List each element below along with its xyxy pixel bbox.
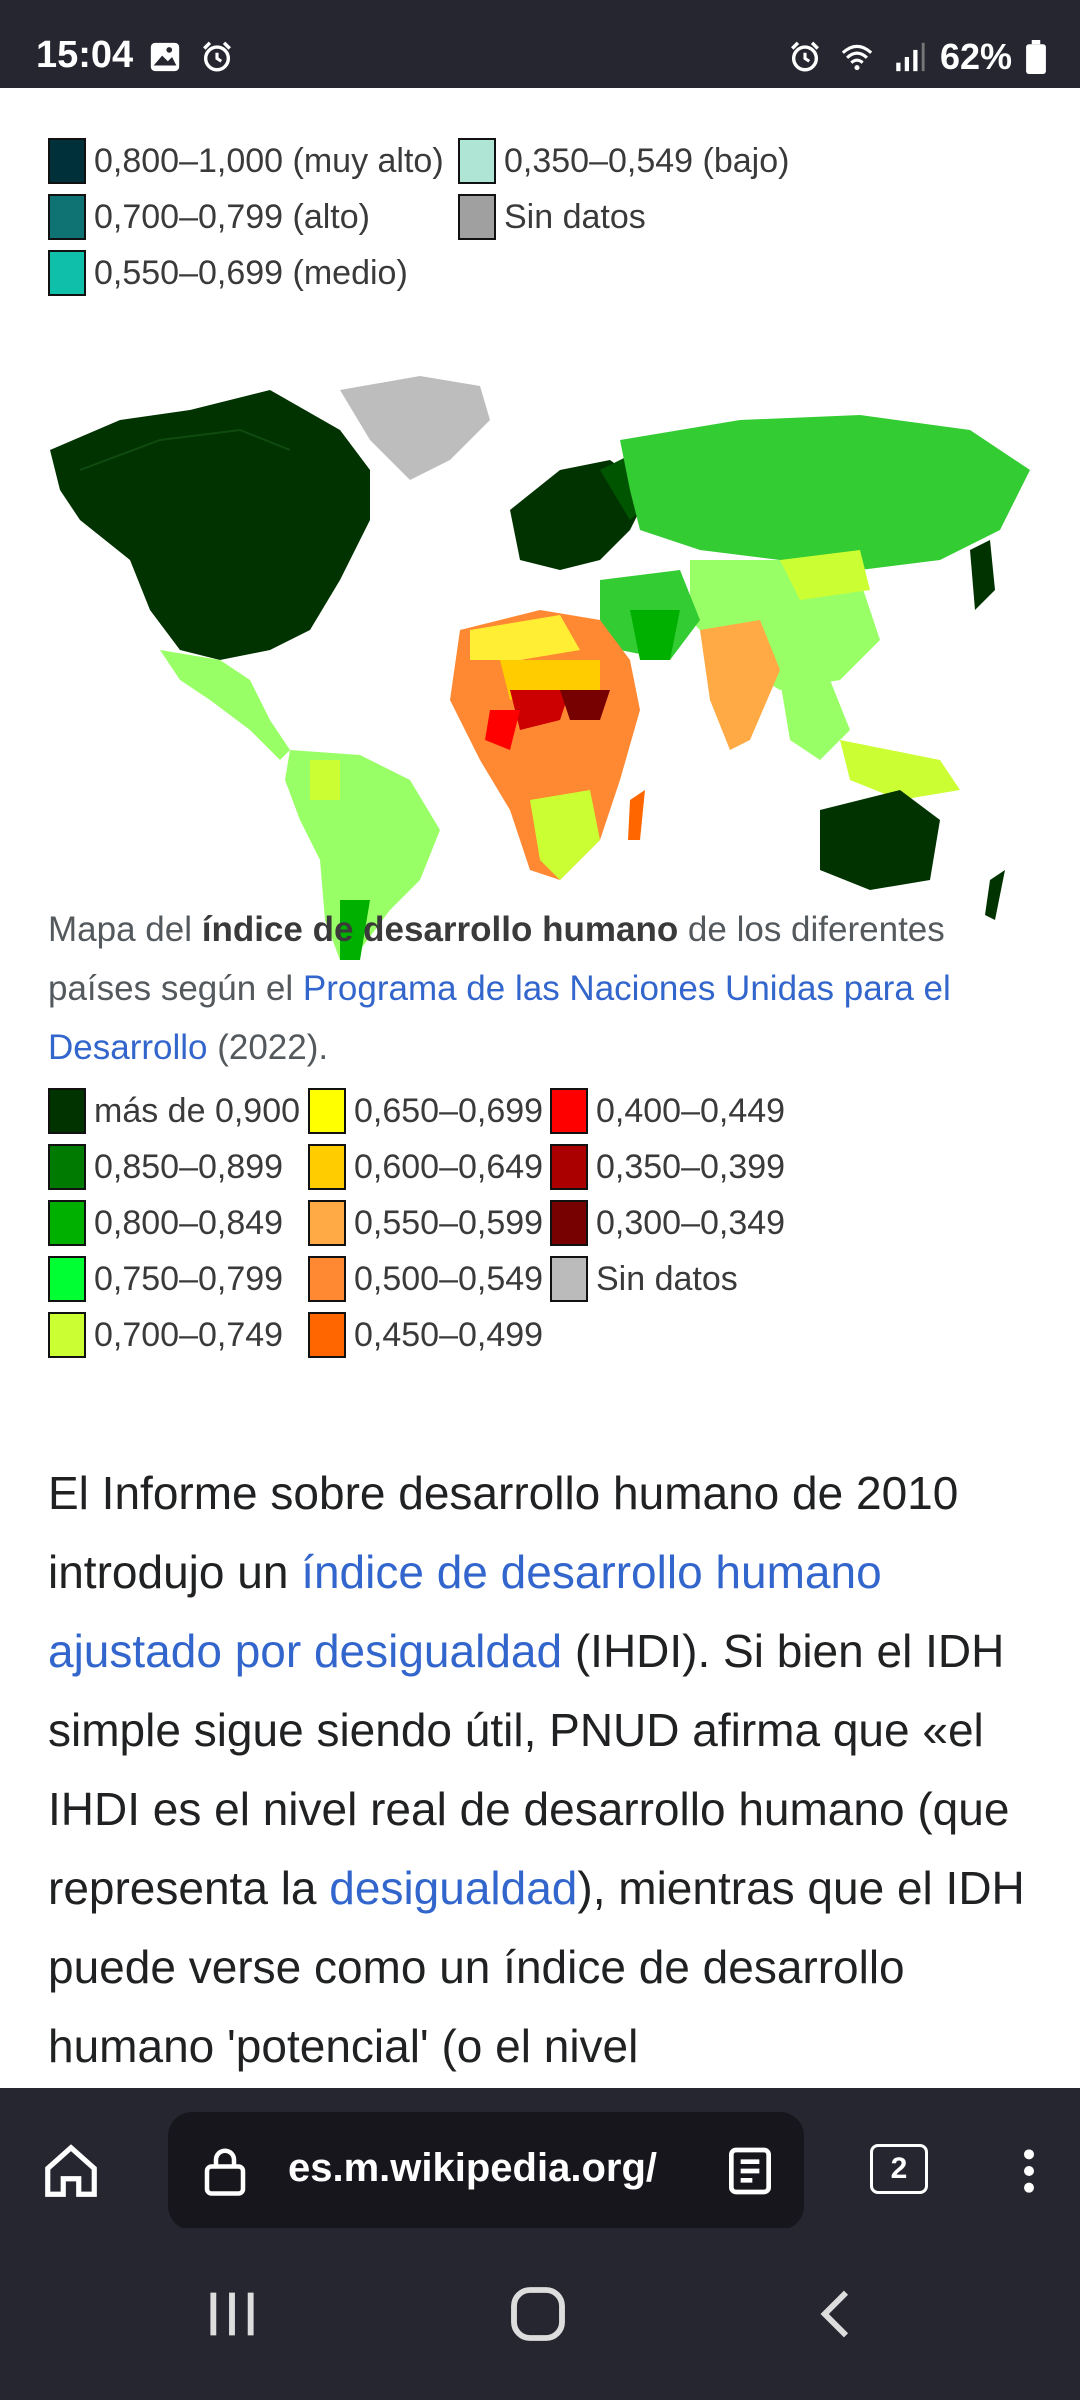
legend-label: 0,450–0,499	[354, 1315, 544, 1354]
desigualdad-link[interactable]: desigualdad	[329, 1862, 578, 1914]
legend-swatch	[458, 138, 496, 184]
legend-label: 0,550–0,599	[354, 1203, 544, 1242]
battery-icon	[1026, 40, 1046, 74]
recent-apps-icon[interactable]	[200, 2282, 264, 2346]
reader-mode-icon[interactable]	[722, 2142, 778, 2200]
gallery-icon	[150, 42, 180, 72]
legend-label: 0,350–0,399	[596, 1147, 786, 1186]
legend-item: 0,700–0,799 (alto)	[48, 194, 370, 240]
legend-item: 0,400–0,449	[550, 1088, 785, 1134]
caption-text: (2022).	[207, 1028, 329, 1067]
legend-label: 0,850–0,899	[94, 1147, 284, 1186]
legend-swatch	[308, 1312, 346, 1358]
legend-label: 0,500–0,549	[354, 1259, 544, 1298]
caption-text: Mapa del	[48, 910, 202, 949]
battery-percentage: 62%	[939, 36, 1012, 77]
legend-label: más de 0,900	[94, 1091, 301, 1130]
legend-swatch	[48, 1088, 86, 1134]
signal-icon	[896, 42, 925, 72]
legend-label: 0,800–0,849	[94, 1203, 284, 1242]
hdi-world-map[interactable]	[40, 360, 1040, 968]
legend-label: 0,650–0,699	[354, 1091, 544, 1130]
undp-link[interactable]: Programa de las Naciones Unidas para el …	[48, 969, 951, 1067]
legend-swatch	[308, 1200, 346, 1246]
legend-swatch	[48, 138, 86, 184]
legend-item: 0,450–0,499	[308, 1312, 543, 1358]
legend-swatch	[308, 1256, 346, 1302]
legend-swatch	[48, 194, 86, 240]
legend-label: 0,800–1,000 (muy alto)	[94, 141, 444, 180]
article-content: 0,800–1,000 (muy alto) 0,700–0,799 (alto…	[0, 88, 1080, 2086]
legend-label: 0,600–0,649	[354, 1147, 544, 1186]
map-caption: Mapa del índice de desarrollo humano de …	[48, 900, 1038, 1077]
legend-item: Sin datos	[458, 194, 646, 240]
legend-item: 0,700–0,749	[48, 1312, 283, 1358]
legend-item: 0,800–1,000 (muy alto)	[48, 138, 444, 184]
legend-swatch	[458, 194, 496, 240]
tabs-button[interactable]: 2	[870, 2144, 928, 2194]
alarm-icon	[203, 41, 231, 72]
legend-label: Sin datos	[504, 197, 646, 236]
article-paragraph: El Informe sobre desarrollo humano de 20…	[48, 1454, 1048, 2086]
legend-label: 0,700–0,799 (alto)	[94, 197, 370, 236]
legend-item: Sin datos	[550, 1256, 738, 1302]
legend-item: 0,500–0,549	[308, 1256, 543, 1302]
status-time: 15:04	[36, 34, 134, 76]
legend-label: 0,550–0,699 (medio)	[94, 253, 408, 292]
legend-label: 0,750–0,799	[94, 1259, 284, 1298]
legend-item: 0,550–0,699 (medio)	[48, 250, 408, 296]
legend-item: 0,300–0,349	[550, 1200, 785, 1246]
url-text: es.m.wikipedia.org/	[288, 2146, 658, 2190]
legend-item: 0,850–0,899	[48, 1144, 283, 1190]
back-icon[interactable]	[806, 2282, 870, 2346]
legend-label: 0,300–0,349	[596, 1203, 786, 1242]
legend-item: 0,600–0,649	[308, 1144, 543, 1190]
legend-item: más de 0,900	[48, 1088, 300, 1134]
legend-swatch	[550, 1200, 588, 1246]
legend-top: 0,800–1,000 (muy alto) 0,700–0,799 (alto…	[0, 88, 1080, 308]
system-navigation-bar	[0, 2228, 1080, 2400]
legend-swatch	[550, 1144, 588, 1190]
home-button-icon[interactable]	[506, 2282, 570, 2346]
legend-item: 0,650–0,699	[308, 1088, 543, 1134]
legend-item: 0,800–0,849	[48, 1200, 283, 1246]
paragraph-text: El Informe sobre desarrollo humano de 20…	[48, 1467, 959, 1598]
legend-swatch	[48, 1312, 86, 1358]
legend-swatch	[308, 1088, 346, 1134]
legend-item: 0,550–0,599	[308, 1200, 543, 1246]
browser-toolbar: es.m.wikipedia.org/ 2	[0, 2088, 1080, 2230]
lock-icon	[204, 2148, 246, 2196]
legend-swatch	[48, 1200, 86, 1246]
ihdi-link[interactable]: índice de desarrollo humano ajustado por…	[48, 1546, 882, 1677]
legend-swatch	[48, 250, 86, 296]
legend-label: Sin datos	[596, 1259, 738, 1298]
legend-bottom: más de 0,900 0,850–0,899 0,800–0,849 0,7…	[0, 1088, 1080, 1408]
legend-swatch	[550, 1088, 588, 1134]
legend-swatch	[48, 1144, 86, 1190]
caption-bold: índice de desarrollo humano	[201, 910, 679, 949]
legend-item: 0,750–0,799	[48, 1256, 283, 1302]
legend-label: 0,700–0,749	[94, 1315, 284, 1354]
legend-item: 0,350–0,399	[550, 1144, 785, 1190]
alarm-icon-right	[790, 41, 819, 72]
legend-swatch	[550, 1256, 588, 1302]
tabs-count: 2	[890, 2152, 908, 2185]
legend-label: 0,400–0,449	[596, 1091, 786, 1130]
paragraph-text: ), mientras que el IDH puede verse como …	[48, 1862, 1025, 2072]
url-bar[interactable]: es.m.wikipedia.org/	[168, 2112, 804, 2230]
legend-swatch	[48, 1256, 86, 1302]
home-icon[interactable]	[40, 2140, 102, 2202]
wifi-icon	[841, 44, 873, 71]
legend-item: 0,350–0,549 (bajo)	[458, 138, 789, 184]
legend-label: 0,350–0,549 (bajo)	[504, 141, 790, 180]
more-options-icon[interactable]	[1004, 2140, 1054, 2202]
paragraph-text: (IHDI). Si bien el IDH simple sigue sien…	[48, 1625, 1010, 1914]
legend-swatch	[308, 1144, 346, 1190]
caption-text: de los diferentes países según el	[48, 910, 945, 1008]
status-bar: 15:04 62%	[0, 0, 1080, 88]
